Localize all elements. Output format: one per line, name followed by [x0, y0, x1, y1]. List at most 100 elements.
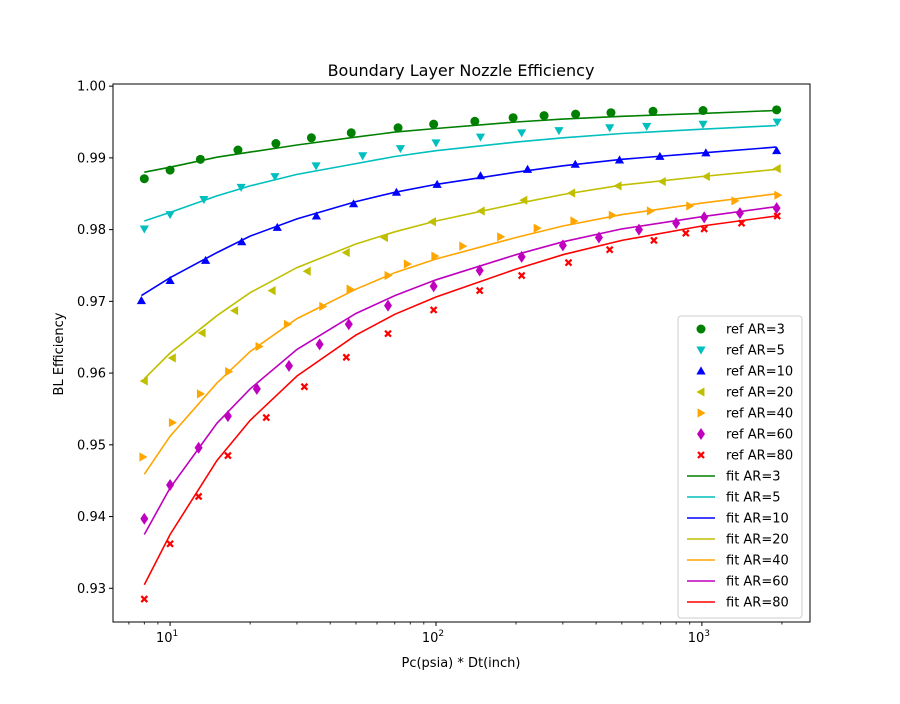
x-axis-label: Pc(psia) * Dt(inch)	[402, 656, 521, 671]
ref-point	[194, 441, 203, 454]
legend-marker	[697, 451, 705, 459]
ref-point	[570, 159, 580, 168]
ref-point	[431, 139, 441, 148]
ref-point	[302, 266, 311, 276]
ref-point	[605, 124, 615, 133]
ref-point	[571, 109, 581, 119]
ref-point	[358, 152, 368, 161]
ref-point	[429, 306, 438, 314]
ref-point	[773, 212, 782, 220]
ref-point	[167, 353, 176, 363]
ref-point	[558, 239, 567, 252]
ref-point	[700, 225, 708, 233]
y-tick-label: 0.97	[77, 295, 106, 310]
ref-point	[772, 118, 782, 127]
legend-label: ref AR=60	[726, 428, 793, 443]
ref-point	[200, 255, 211, 264]
ref-point	[682, 229, 690, 238]
ref-point	[283, 319, 292, 329]
ref-point	[224, 451, 232, 460]
ref-point	[267, 285, 276, 296]
ref-point	[262, 413, 271, 422]
legend-marker	[696, 366, 706, 375]
ref-point	[650, 236, 658, 245]
legend-label: ref AR=3	[726, 323, 785, 338]
ref-point	[570, 216, 579, 226]
ref-point	[429, 119, 439, 129]
legend-label: fit AR=3	[726, 470, 781, 485]
ref-point	[642, 122, 652, 131]
ref-point	[223, 410, 232, 423]
ref-point	[166, 540, 174, 548]
ref-point	[606, 108, 616, 118]
legend-box	[677, 315, 803, 619]
ref-point	[230, 306, 239, 316]
ref-point	[136, 296, 146, 305]
ref-point	[194, 492, 203, 501]
ref-point	[195, 154, 205, 164]
ref-point	[139, 376, 148, 386]
y-tick-label: 0.94	[77, 510, 106, 525]
ref-point	[475, 171, 486, 180]
legend-label: ref AR=40	[726, 407, 793, 422]
ref-point	[197, 328, 206, 338]
ref-point	[395, 145, 406, 154]
fit-line	[143, 205, 777, 535]
ref-point	[199, 196, 209, 205]
ref-point	[517, 250, 526, 263]
ref-point	[349, 199, 359, 208]
ref-point	[306, 133, 316, 143]
ref-point	[255, 341, 264, 352]
ref-point	[698, 106, 708, 116]
ref-point	[605, 245, 614, 254]
ref-point	[196, 389, 205, 399]
legend-label: fit AR=80	[726, 596, 789, 611]
ref-point	[342, 353, 351, 362]
ref-point	[346, 128, 356, 138]
series-layer	[136, 105, 783, 603]
ref-point	[646, 206, 655, 216]
ref-point	[384, 270, 393, 281]
y-tick-label: 0.96	[77, 367, 106, 382]
ref-point	[271, 139, 281, 149]
ref-point	[475, 286, 484, 295]
ref-point	[311, 211, 321, 220]
fit-line	[144, 109, 777, 173]
legend-marker	[696, 387, 705, 397]
ref-point	[475, 133, 486, 142]
ref-point	[497, 232, 506, 242]
ref-point	[614, 155, 625, 164]
ref-point	[564, 258, 573, 267]
ref-point	[272, 222, 282, 231]
legend-label: fit AR=5	[726, 491, 781, 506]
ref-point	[698, 120, 708, 129]
ref-point	[427, 217, 436, 227]
ref-point	[140, 512, 149, 525]
ref-point	[166, 478, 175, 491]
ref-point	[168, 417, 177, 428]
ref-point	[341, 247, 350, 258]
y-tick-label: 0.99	[77, 151, 106, 166]
ref-point	[701, 171, 710, 182]
ref-point	[517, 129, 527, 138]
ref-point	[315, 338, 324, 351]
y-tick-label: 0.98	[77, 223, 106, 238]
ref-point	[311, 162, 321, 171]
ref-point	[379, 232, 388, 243]
fit-line	[143, 193, 777, 475]
ref-point	[140, 595, 149, 603]
ref-point	[237, 237, 247, 246]
y-tick-label: 1.00	[77, 80, 106, 95]
ref-point	[432, 179, 442, 188]
ref-point	[233, 145, 243, 155]
legend-label: fit AR=40	[726, 554, 789, 569]
ref-point	[554, 127, 564, 136]
ref-point	[252, 382, 261, 395]
ref-point	[772, 164, 781, 174]
ref-point	[657, 176, 666, 187]
legend-label: ref AR=80	[726, 449, 793, 464]
ref-point	[476, 206, 485, 216]
ref-point	[225, 367, 234, 377]
legend-label: fit AR=20	[726, 533, 789, 548]
